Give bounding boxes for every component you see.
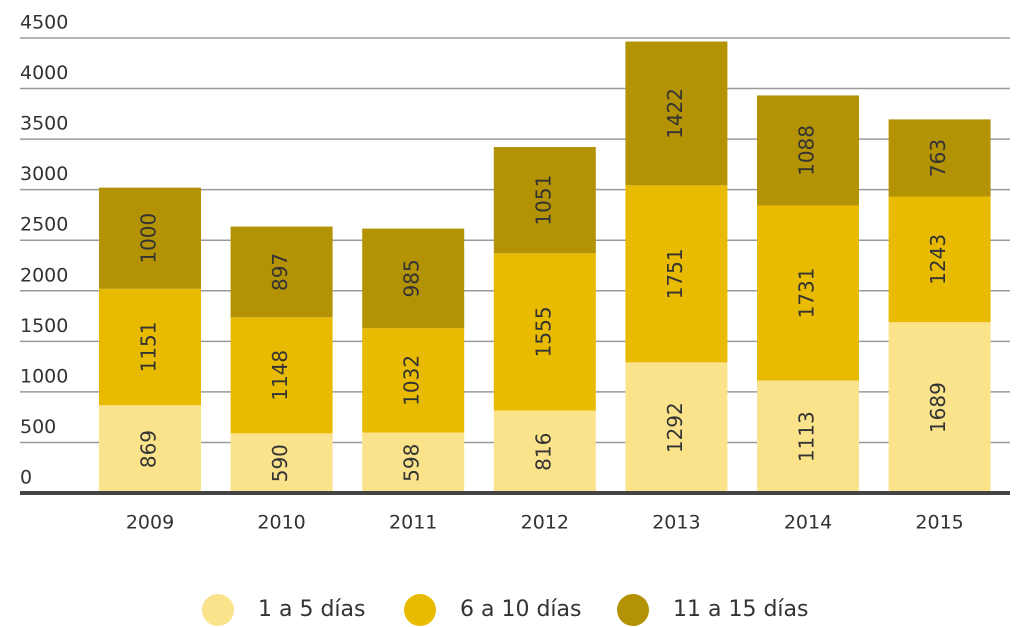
y-tick-label: 1500: [20, 315, 68, 337]
bar-segment: [625, 41, 728, 186]
y-tick-label: 2500: [20, 214, 68, 236]
value-label: 1088: [795, 125, 819, 176]
value-label: 1751: [663, 248, 687, 299]
value-label: 1051: [531, 175, 555, 226]
x-tick-label: 2010: [257, 512, 305, 534]
bar-segment: [362, 432, 465, 493]
y-tick-label: 0: [20, 467, 32, 489]
y-tick-label: 500: [20, 416, 56, 438]
bar-segment: [888, 322, 991, 493]
y-tick-label: 4000: [20, 62, 68, 84]
bar-segment: [757, 380, 859, 493]
y-tick-label: 1000: [20, 365, 68, 387]
value-label: 1689: [926, 382, 950, 433]
bar-segment: [625, 362, 728, 493]
y-tick-label: 3000: [20, 163, 68, 185]
legend-swatch: [404, 594, 436, 626]
value-label: 1113: [795, 411, 819, 462]
value-label: 1731: [795, 267, 819, 318]
value-label: 1243: [926, 234, 950, 285]
bar-segment: [99, 187, 201, 289]
x-tick-label: 2011: [389, 512, 437, 534]
bar-segment: [230, 433, 333, 493]
bar-segment: [888, 119, 991, 197]
y-tick-label: 4500: [20, 12, 68, 34]
x-tick-label: 2009: [126, 512, 174, 534]
value-label: 598: [400, 444, 424, 482]
value-label: 985: [400, 259, 424, 297]
bar-segment: [493, 146, 596, 254]
value-label: 869: [137, 430, 161, 468]
bar-segment: [493, 410, 596, 493]
bar-segment: [757, 95, 859, 206]
value-label: 816: [531, 433, 555, 471]
x-tick-label: 2014: [784, 512, 832, 534]
bar-segment: [230, 317, 333, 434]
bar-segment: [888, 196, 991, 323]
y-tick-label: 2000: [20, 264, 68, 286]
x-tick-label: 2015: [915, 512, 963, 534]
legend-label: 11 a 15 días: [673, 597, 808, 622]
bar-segment: [625, 185, 728, 363]
value-label: 1555: [531, 306, 555, 357]
value-label: 1422: [663, 88, 687, 139]
legend-label: 6 a 10 días: [460, 597, 581, 622]
value-label: 590: [268, 444, 292, 482]
value-label: 1032: [400, 355, 424, 406]
legend-label: 1 a 5 días: [258, 597, 365, 622]
bar-segment: [757, 205, 859, 381]
legend-swatch: [617, 594, 649, 626]
value-label: 1148: [268, 350, 292, 401]
bar-segment: [99, 288, 201, 406]
bar-segment: [99, 405, 201, 493]
x-tick-label: 2012: [521, 512, 569, 534]
bar-segment: [230, 226, 333, 318]
y-tick-label: 3500: [20, 113, 68, 135]
value-label: 1292: [663, 402, 687, 453]
bar-segment: [493, 253, 596, 411]
value-label: 1000: [137, 213, 161, 264]
value-label: 1151: [137, 321, 161, 372]
legend-swatch: [202, 594, 234, 626]
bar-segment: [362, 328, 465, 433]
bar-segment: [362, 228, 465, 329]
value-label: 897: [268, 253, 292, 291]
x-tick-label: 2013: [652, 512, 700, 534]
value-label: 763: [926, 139, 950, 177]
